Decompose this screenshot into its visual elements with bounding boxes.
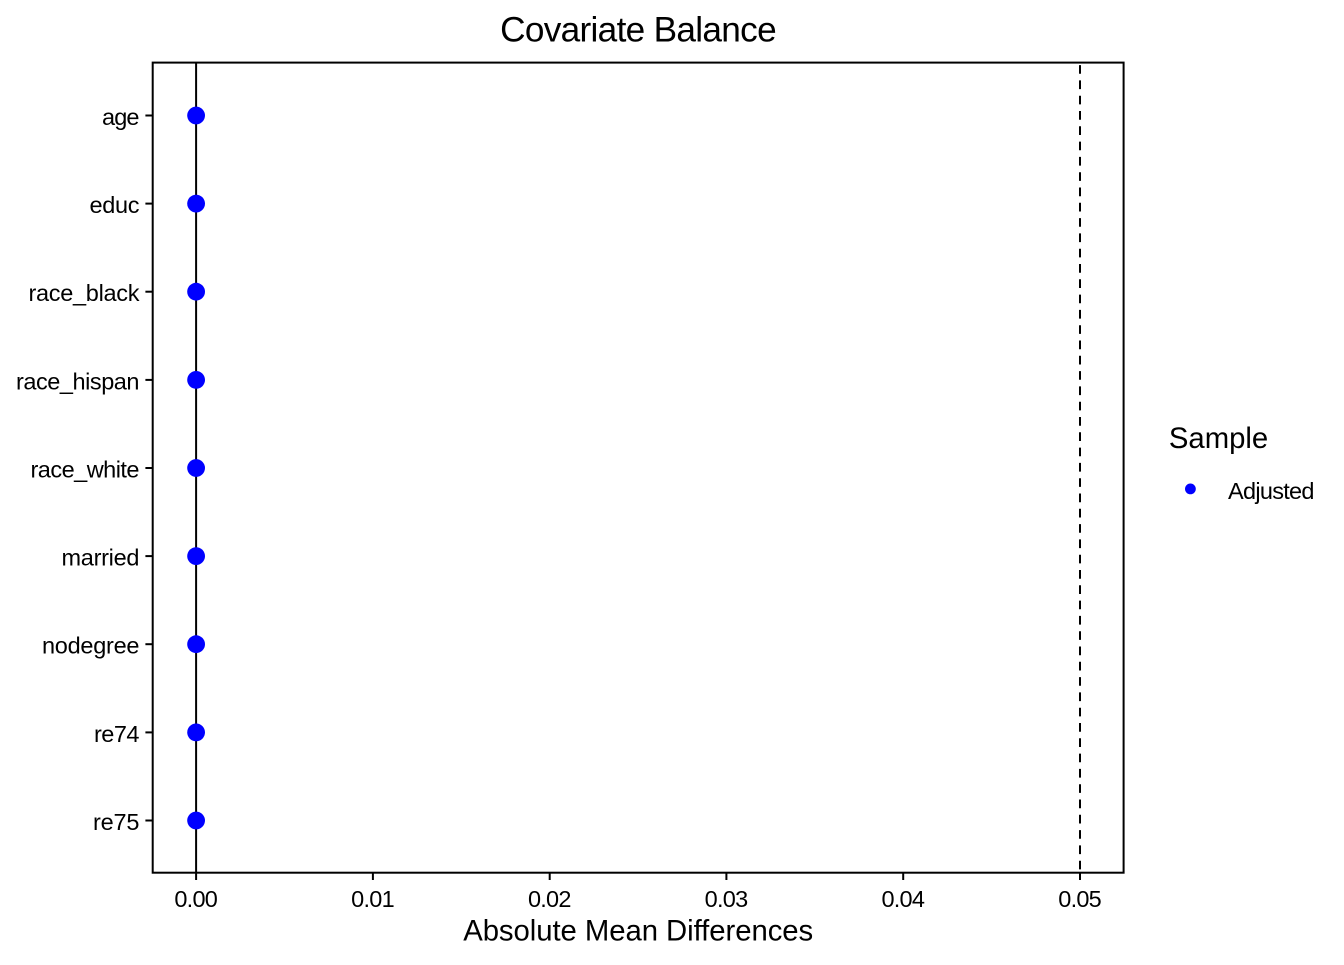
svg-text:age: age [102,104,140,130]
svg-text:Adjusted: Adjusted [1228,478,1315,504]
svg-text:0.01: 0.01 [351,886,395,912]
svg-text:0.02: 0.02 [528,886,572,912]
svg-text:Absolute Mean Differences: Absolute Mean Differences [463,915,813,948]
svg-text:race_hispan: race_hispan [16,368,140,394]
svg-text:0.05: 0.05 [1058,886,1102,912]
svg-text:Sample: Sample [1169,422,1268,455]
svg-text:re74: re74 [94,721,140,747]
svg-text:educ: educ [90,192,140,218]
svg-text:re75: re75 [93,809,140,835]
svg-text:married: married [62,545,140,571]
svg-text:0.03: 0.03 [705,886,749,912]
svg-text:0.04: 0.04 [881,886,925,912]
svg-text:nodegree: nodegree [42,633,140,659]
svg-text:0.00: 0.00 [174,886,218,912]
svg-text:Covariate Balance: Covariate Balance [500,11,777,50]
svg-text:race_white: race_white [31,456,140,482]
svg-text:race_black: race_black [29,280,140,306]
